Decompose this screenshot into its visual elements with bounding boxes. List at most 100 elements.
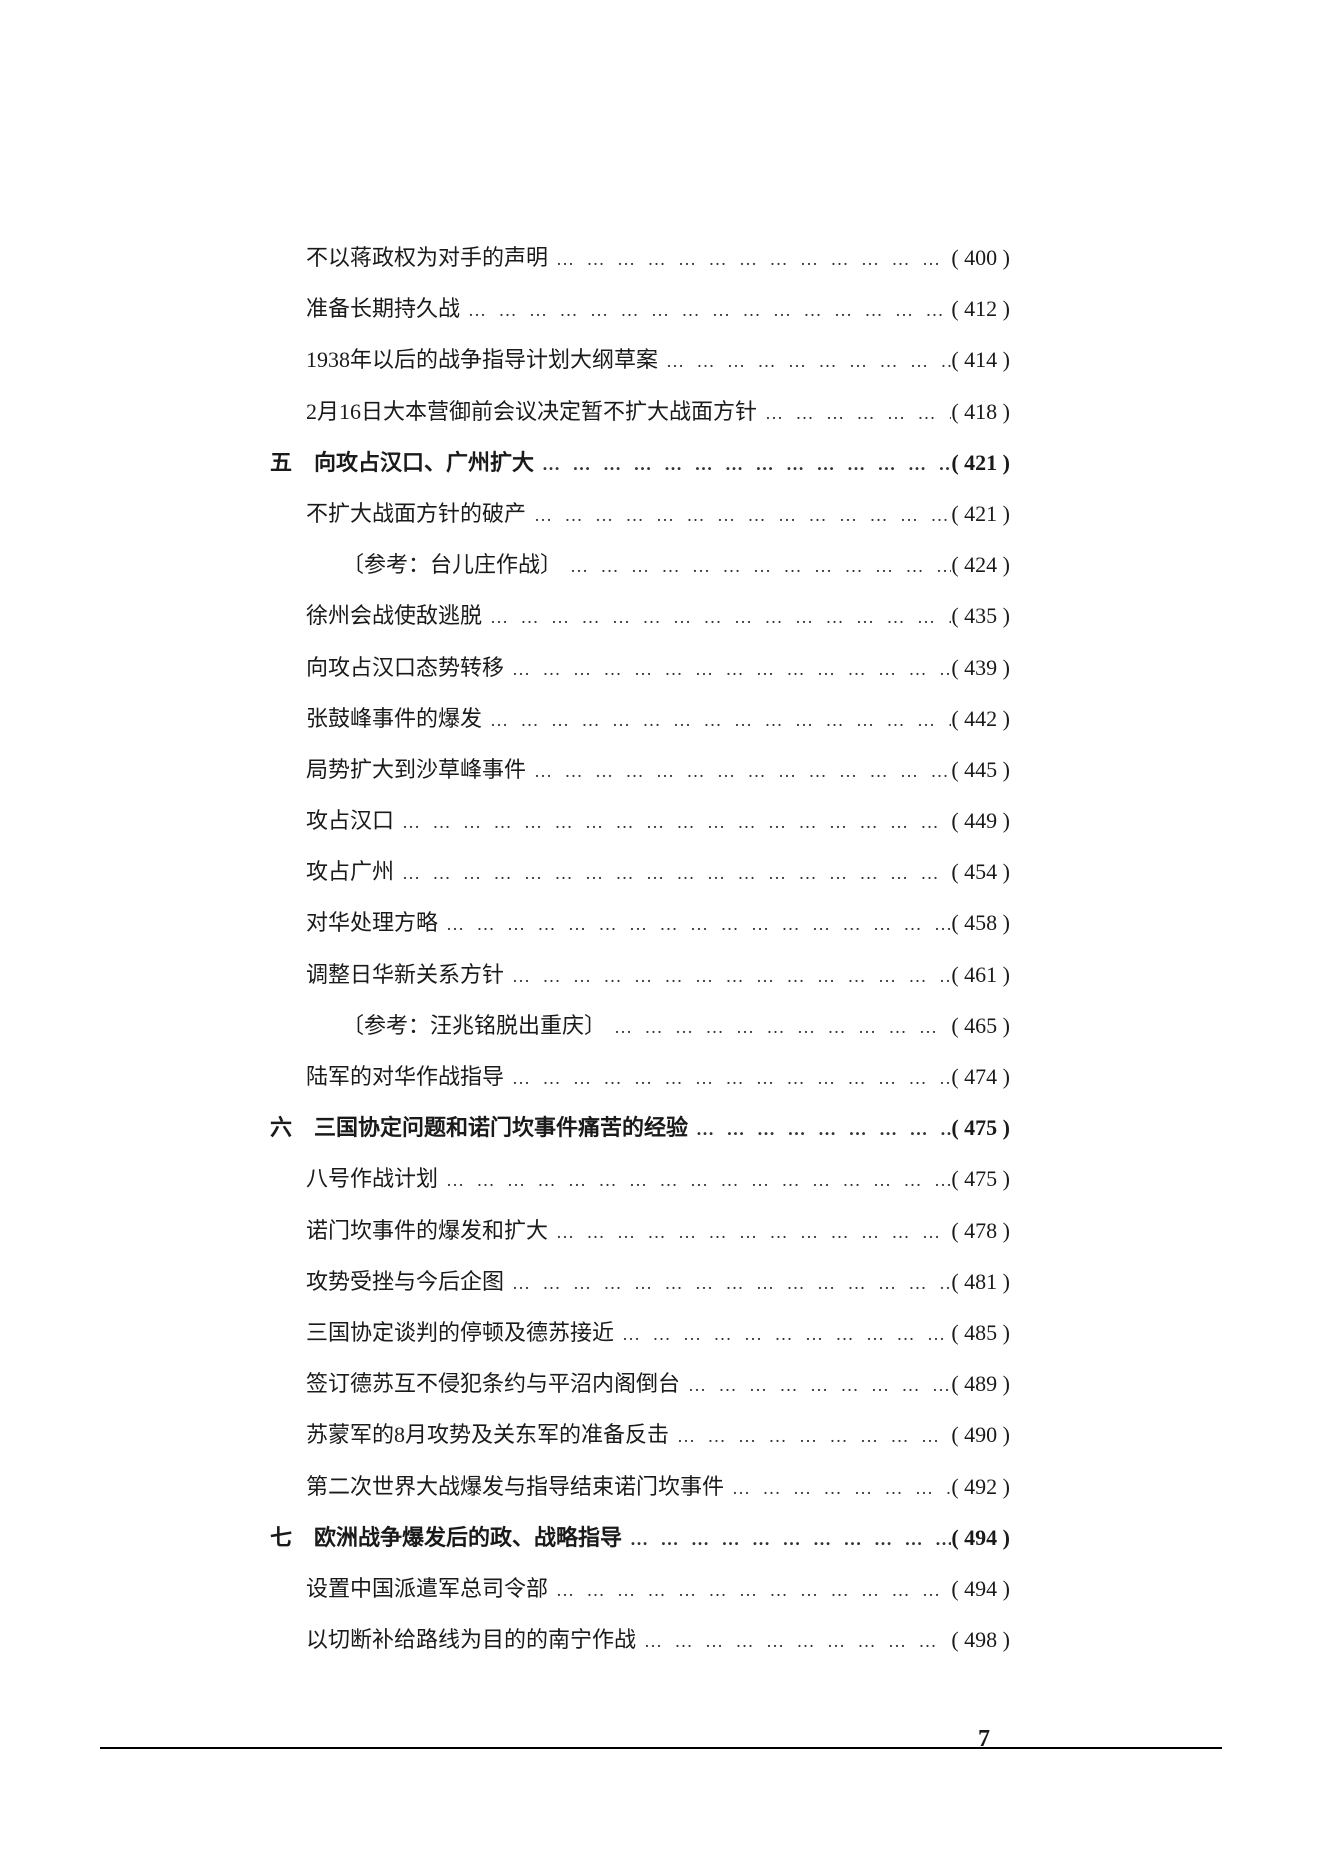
toc-section-heading: 五 向攻占汉口、广州扩大… … … … … … … … … … … … … … … <box>270 445 1010 480</box>
toc-entry-title: 设置中国派遣军总司令部 <box>306 1571 548 1606</box>
toc-section-heading: 七 欧洲战争爆发后的政、战略指导… … … … … … … … … … … … … <box>270 1520 1010 1555</box>
toc-entry: 2月16日大本营御前会议决定暂不扩大战面方针… … … … … … … … … … <box>270 394 1010 429</box>
toc-entry-page: ( 442 ) <box>951 701 1010 736</box>
toc-leader-dots: … … … … … … … … … … … … … … … … … … … … … <box>460 296 951 325</box>
toc-entry-title: 第二次世界大战爆发与指导结束诺门坎事件 <box>306 1469 724 1504</box>
page-number: 7 <box>978 1726 990 1753</box>
toc-leader-dots: … … … … … … … … … … … … … … … … … … … … … <box>504 1269 951 1298</box>
toc-entry-page: ( 461 ) <box>951 957 1010 992</box>
toc-entry: 攻占汉口… … … … … … … … … … … … … … … … … … … <box>270 803 1010 838</box>
toc-entry-page: ( 465 ) <box>951 1008 1010 1043</box>
toc-entry-page: ( 421 ) <box>951 445 1010 480</box>
toc-entry-title: 攻占汉口 <box>306 803 394 838</box>
toc-entry-page: ( 481 ) <box>951 1264 1010 1299</box>
toc-entry-page: ( 492 ) <box>951 1469 1010 1504</box>
toc-entry-page: ( 489 ) <box>951 1366 1010 1401</box>
toc-entry-title: 陆军的对华作战指导 <box>306 1059 504 1094</box>
toc-leader-dots: … … … … … … … … … … … … … … … … … … … … … <box>548 1218 951 1247</box>
toc-entry-title: 准备长期持久战 <box>306 291 460 326</box>
toc-entry-page: ( 400 ) <box>951 240 1010 275</box>
toc-entry-page: ( 475 ) <box>951 1110 1010 1145</box>
toc-entry: 以切断补给路线为目的的南宁作战… … … … … … … … … … … … …… <box>270 1622 1010 1657</box>
toc-entry: 攻占广州… … … … … … … … … … … … … … … … … … … <box>270 854 1010 889</box>
toc-entry-page: ( 494 ) <box>951 1571 1010 1606</box>
toc-entry: 调整日华新关系方针… … … … … … … … … … … … … … … …… <box>270 957 1010 992</box>
toc-leader-dots: … … … … … … … … … … … … … … … … … … … … … <box>548 1576 951 1605</box>
toc-entry: 诺门坎事件的爆发和扩大… … … … … … … … … … … … … … …… <box>270 1213 1010 1248</box>
toc-entry-title: 张鼓峰事件的爆发 <box>306 701 482 736</box>
toc-entry-title: 七 欧洲战争爆发后的政、战略指导 <box>270 1520 622 1555</box>
toc-entry-title: 1938年以后的战争指导计划大纲草案 <box>306 342 658 377</box>
toc-entry: 徐州会战使敌逃脱… … … … … … … … … … … … … … … … … <box>270 598 1010 633</box>
toc-entry: 签订德苏互不侵犯条约与平沼内阁倒台… … … … … … … … … … … …… <box>270 1366 1010 1401</box>
toc-leader-dots: … … … … … … … … … … … … … … … … … … … … … <box>534 450 951 479</box>
toc-leader-dots: … … … … … … … … … … … … … … … … … … … … … <box>394 808 951 837</box>
toc-entry: 〔参考：台儿庄作战〕… … … … … … … … … … … … … … … … <box>270 547 1010 582</box>
toc-leader-dots: … … … … … … … … … … … … … … … … … … … … … <box>504 962 951 991</box>
toc-leader-dots: … … … … … … … … … … … … … … … … … … … … … <box>724 1474 951 1503</box>
toc-entry-page: ( 478 ) <box>951 1213 1010 1248</box>
toc-leader-dots: … … … … … … … … … … … … … … … … … … … … … <box>394 859 951 888</box>
toc-entry-title: 调整日华新关系方针 <box>306 957 504 992</box>
toc-entry: 设置中国派遣军总司令部… … … … … … … … … … … … … … …… <box>270 1571 1010 1606</box>
toc-entry-page: ( 424 ) <box>951 547 1010 582</box>
toc-entry-title: 徐州会战使敌逃脱 <box>306 598 482 633</box>
toc-entry-page: ( 474 ) <box>951 1059 1010 1094</box>
toc-page: 不以蒋政权为对手的声明… … … … … … … … … … … … … … …… <box>270 240 1010 1673</box>
toc-section-heading: 六 三国协定问题和诺门坎事件痛苦的经验… … … … … … … … … … …… <box>270 1110 1010 1145</box>
toc-entry-title: 三国协定谈判的停顿及德苏接近 <box>306 1315 614 1350</box>
toc-entry-title: 六 三国协定问题和诺门坎事件痛苦的经验 <box>270 1110 688 1145</box>
toc-entry-title: 〔参考：汪兆铭脱出重庆〕 <box>342 1008 606 1043</box>
toc-entry: 不以蒋政权为对手的声明… … … … … … … … … … … … … … …… <box>270 240 1010 275</box>
toc-entry-title: 以切断补给路线为目的的南宁作战 <box>306 1622 636 1657</box>
toc-leader-dots: … … … … … … … … … … … … … … … … … … … … … <box>438 1166 951 1195</box>
toc-entry-title: 〔参考：台儿庄作战〕 <box>342 547 562 582</box>
toc-entry-page: ( 445 ) <box>951 752 1010 787</box>
toc-leader-dots: … … … … … … … … … … … … … … … … … … … … … <box>526 501 951 530</box>
toc-entry-title: 攻占广州 <box>306 854 394 889</box>
toc-entry-title: 2月16日大本营御前会议决定暂不扩大战面方针 <box>306 394 757 429</box>
toc-entry-title: 攻势受挫与今后企图 <box>306 1264 504 1299</box>
toc-leader-dots: … … … … … … … … … … … … … … … … … … … … … <box>548 245 951 274</box>
toc-leader-dots: … … … … … … … … … … … … … … … … … … … … … <box>606 1013 951 1042</box>
toc-entry-title: 对华处理方略 <box>306 905 438 940</box>
toc-entry: 苏蒙军的8月攻势及关东军的准备反击… … … … … … … … … … … …… <box>270 1417 1010 1452</box>
toc-entry: 张鼓峰事件的爆发… … … … … … … … … … … … … … … … … <box>270 701 1010 736</box>
toc-leader-dots: … … … … … … … … … … … … … … … … … … … … … <box>504 655 951 684</box>
toc-entry-title: 诺门坎事件的爆发和扩大 <box>306 1213 548 1248</box>
toc-entry: 八号作战计划… … … … … … … … … … … … … … … … … … <box>270 1161 1010 1196</box>
toc-leader-dots: … … … … … … … … … … … … … … … … … … … … … <box>757 399 951 428</box>
toc-leader-dots: … … … … … … … … … … … … … … … … … … … … … <box>562 552 951 581</box>
toc-entry: 对华处理方略… … … … … … … … … … … … … … … … … … <box>270 905 1010 940</box>
toc-entry-page: ( 418 ) <box>951 394 1010 429</box>
toc-entry-page: ( 485 ) <box>951 1315 1010 1350</box>
toc-entry-page: ( 490 ) <box>951 1417 1010 1452</box>
toc-entry: 准备长期持久战… … … … … … … … … … … … … … … … …… <box>270 291 1010 326</box>
toc-entry-page: ( 475 ) <box>951 1161 1010 1196</box>
toc-entry-page: ( 421 ) <box>951 496 1010 531</box>
toc-leader-dots: … … … … … … … … … … … … … … … … … … … … … <box>526 757 951 786</box>
toc-leader-dots: … … … … … … … … … … … … … … … … … … … … … <box>688 1115 951 1144</box>
toc-leader-dots: … … … … … … … … … … … … … … … … … … … … … <box>680 1371 951 1400</box>
toc-leader-dots: … … … … … … … … … … … … … … … … … … … … … <box>482 603 951 632</box>
toc-entry-title: 签订德苏互不侵犯条约与平沼内阁倒台 <box>306 1366 680 1401</box>
toc-leader-dots: … … … … … … … … … … … … … … … … … … … … … <box>482 706 951 735</box>
toc-entry-page: ( 454 ) <box>951 854 1010 889</box>
toc-entry-title: 苏蒙军的8月攻势及关东军的准备反击 <box>306 1417 669 1452</box>
toc-leader-dots: … … … … … … … … … … … … … … … … … … … … … <box>438 910 951 939</box>
toc-entry: 向攻占汉口态势转移… … … … … … … … … … … … … … … …… <box>270 650 1010 685</box>
toc-leader-dots: … … … … … … … … … … … … … … … … … … … … … <box>658 347 951 376</box>
toc-leader-dots: … … … … … … … … … … … … … … … … … … … … … <box>636 1627 951 1656</box>
toc-entry-page: ( 449 ) <box>951 803 1010 838</box>
toc-entry-title: 局势扩大到沙草峰事件 <box>306 752 526 787</box>
toc-leader-dots: … … … … … … … … … … … … … … … … … … … … … <box>504 1064 951 1093</box>
toc-entry: 三国协定谈判的停顿及德苏接近… … … … … … … … … … … … … … <box>270 1315 1010 1350</box>
toc-entry: 第二次世界大战爆发与指导结束诺门坎事件… … … … … … … … … … …… <box>270 1469 1010 1504</box>
toc-entry-page: ( 494 ) <box>951 1520 1010 1555</box>
toc-entry-page: ( 458 ) <box>951 905 1010 940</box>
toc-entry-page: ( 412 ) <box>951 291 1010 326</box>
toc-entry-title: 不以蒋政权为对手的声明 <box>306 240 548 275</box>
toc-leader-dots: … … … … … … … … … … … … … … … … … … … … … <box>669 1422 951 1451</box>
toc-entry-page: ( 435 ) <box>951 598 1010 633</box>
footer-rule <box>100 1747 1222 1749</box>
